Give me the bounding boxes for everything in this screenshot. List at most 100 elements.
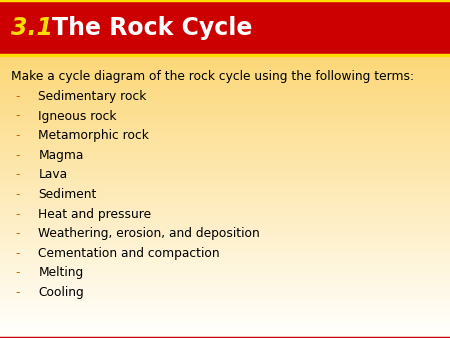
Bar (0, 163, 450, 164)
Text: The Rock Cycle: The Rock Cycle (52, 16, 252, 40)
Bar (0, 336, 450, 337)
Bar (0, 117, 450, 118)
Bar (0, 256, 450, 257)
Bar (0, 68, 450, 69)
Bar (0, 275, 450, 276)
Bar (0, 180, 450, 182)
Bar (0, 179, 450, 180)
Bar (0, 333, 450, 334)
Bar (0, 260, 450, 261)
Bar (0, 281, 450, 282)
Bar (0, 149, 450, 150)
Bar (0, 60, 450, 61)
Bar (0, 216, 450, 217)
Bar (0, 72, 450, 73)
Bar (0, 187, 450, 188)
Text: -: - (16, 129, 20, 142)
Bar (0, 185, 450, 186)
Bar (0, 135, 450, 136)
Bar (0, 295, 450, 296)
Bar (0, 186, 450, 187)
Bar (0, 67, 450, 68)
Text: Weathering, erosion, and deposition: Weathering, erosion, and deposition (38, 227, 260, 240)
Bar (0, 108, 450, 109)
Bar (0, 287, 450, 288)
Text: -: - (16, 266, 20, 279)
Bar (0, 215, 450, 216)
Bar (0, 223, 450, 224)
Bar (0, 209, 450, 210)
Bar (0, 90, 450, 91)
Bar (0, 270, 450, 271)
Bar (0, 66, 450, 67)
Bar (0, 248, 450, 249)
Text: -: - (16, 110, 20, 122)
Bar (0, 258, 450, 259)
Bar (0, 320, 450, 321)
Bar (0, 199, 450, 200)
Bar (0, 303, 450, 304)
Bar (0, 188, 450, 189)
Bar (0, 140, 450, 141)
Bar (0, 127, 450, 128)
Bar (0, 97, 450, 98)
Bar (0, 249, 450, 250)
Text: -: - (16, 208, 20, 220)
Bar (0, 314, 450, 315)
Bar (0, 217, 450, 218)
Bar (0, 167, 450, 168)
Bar (0, 269, 450, 270)
Bar (0, 169, 450, 170)
Text: Metamorphic rock: Metamorphic rock (38, 129, 149, 142)
Bar (0, 65, 450, 66)
Bar (0, 291, 450, 292)
Bar (0, 150, 450, 151)
Bar (0, 210, 450, 211)
Bar (0, 225, 450, 226)
Bar (0, 241, 450, 242)
Bar (0, 267, 450, 268)
Bar (0, 158, 450, 159)
Bar (0, 162, 450, 163)
Bar (0, 203, 450, 204)
Bar (0, 106, 450, 107)
Bar (0, 165, 450, 166)
Bar (0, 286, 450, 287)
Bar (0, 247, 450, 248)
Text: Make a cycle diagram of the rock cycle using the following terms:: Make a cycle diagram of the rock cycle u… (11, 70, 414, 83)
Bar (0, 170, 450, 171)
Bar (0, 224, 450, 225)
Bar (0, 79, 450, 80)
Bar (0, 317, 450, 318)
Bar (0, 330, 450, 331)
Bar (0, 142, 450, 143)
Bar (0, 124, 450, 125)
Bar (0, 259, 450, 260)
Text: Igneous rock: Igneous rock (38, 110, 117, 122)
Bar (0, 122, 450, 123)
Bar (0, 208, 450, 209)
Bar (0, 168, 450, 169)
Bar (0, 174, 450, 175)
Bar (0, 289, 450, 290)
Bar (0, 86, 450, 87)
Bar (0, 121, 450, 122)
Bar (0, 166, 450, 167)
Bar (0, 87, 450, 88)
Bar (0, 230, 450, 231)
Bar (0, 321, 450, 322)
Text: -: - (16, 247, 20, 260)
Bar (0, 183, 450, 184)
Bar (0, 138, 450, 139)
Bar (0, 94, 450, 95)
Bar (0, 123, 450, 124)
Bar (0, 327, 450, 328)
Bar (0, 75, 450, 76)
Bar (0, 145, 450, 146)
Bar (0, 318, 450, 319)
Bar (0, 315, 450, 316)
Bar (0, 244, 450, 245)
Bar (0, 103, 450, 104)
Bar (0, 128, 450, 129)
Bar (0, 157, 450, 158)
